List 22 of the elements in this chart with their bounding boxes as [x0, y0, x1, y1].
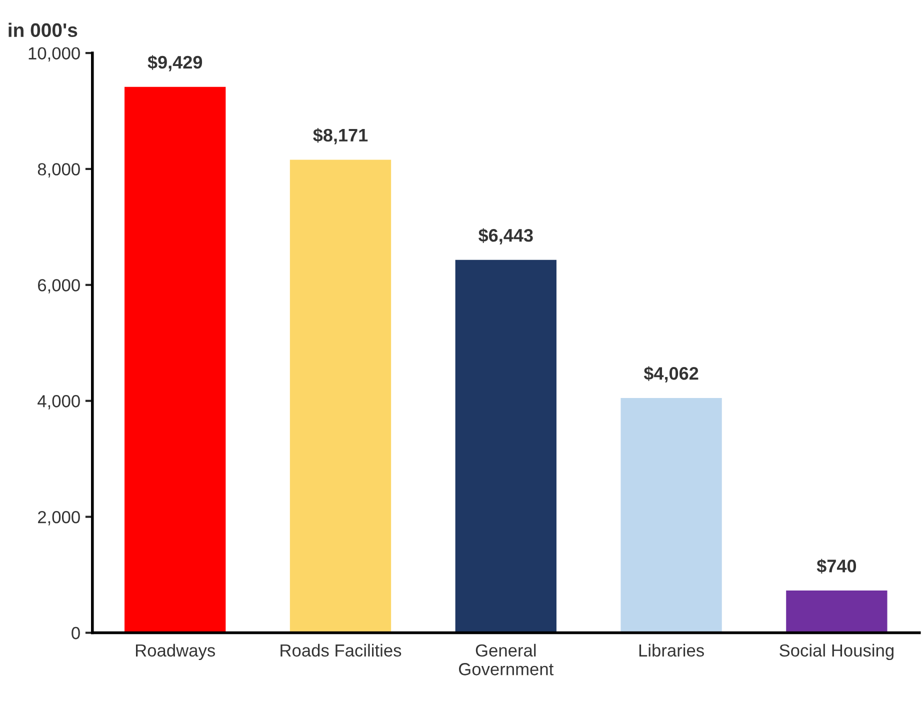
x-tick-label: Social Housing: [780, 644, 894, 660]
bar: [288, 158, 392, 633]
y-tick-label: 0: [72, 626, 80, 640]
bar: [784, 589, 889, 633]
x-tick-label: General Government: [459, 644, 554, 676]
x-tick-label: Roadways: [136, 644, 215, 660]
y-tick-label: 10,000: [28, 47, 80, 62]
data-label: $740: [816, 558, 856, 574]
y-tick-label: 4,000: [38, 395, 80, 410]
data-label: $4,062: [644, 366, 698, 382]
data-label: $6,443: [478, 228, 533, 244]
y-tick-label: 2,000: [38, 510, 80, 526]
x-tick-label: Libraries: [639, 644, 704, 657]
y-tick-label: 6,000: [38, 279, 80, 294]
bar: [454, 258, 558, 633]
x-tick-label: Roads Facilities: [280, 644, 402, 657]
data-label: $9,429: [148, 55, 202, 72]
bar: [619, 396, 724, 633]
bar: [123, 85, 228, 633]
y-tick-label: 8,000: [38, 163, 80, 178]
y-axis-title: in 000's: [8, 22, 78, 38]
data-label: $8,171: [313, 128, 368, 144]
